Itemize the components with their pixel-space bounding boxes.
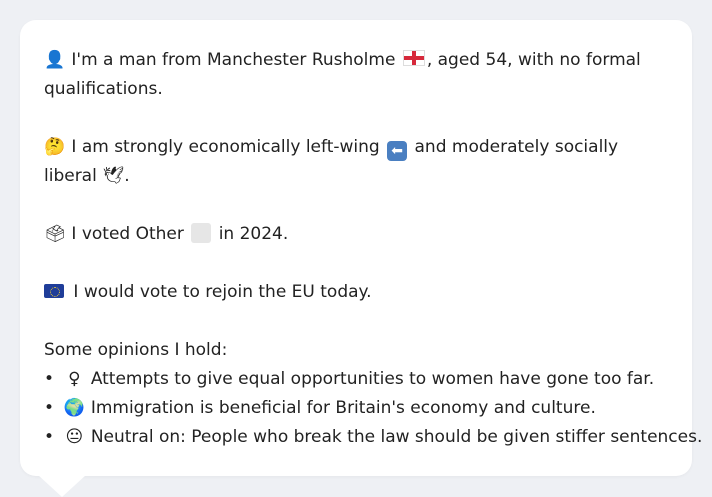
party-color-square-icon xyxy=(191,223,212,243)
opinions-heading: Some opinions I hold: xyxy=(44,340,228,360)
politics-text-middle: and moderately socially liberal xyxy=(44,137,619,186)
female-sign-icon: ♀ xyxy=(68,369,81,389)
globe-icon: 🌍 xyxy=(63,398,85,418)
opinion-text: Neutral on: People who break the law sho… xyxy=(90,427,703,447)
bullet-icon: • xyxy=(44,369,55,389)
england-flag-icon xyxy=(402,50,425,66)
opinions-list: • ♀ Attempts to give equal opportunities… xyxy=(44,365,702,452)
politics-text-prefix: I am strongly economically left-wing xyxy=(71,137,380,157)
eu-flag-icon xyxy=(44,284,64,298)
list-item: • 😐 Neutral on: People who break the law… xyxy=(44,423,702,452)
list-item: • 🌍 Immigration is beneficial for Britai… xyxy=(44,394,672,423)
profile-identity: 👤 I'm a man from Manchester Rusholme , a… xyxy=(44,46,672,104)
list-item: • ♀ Attempts to give equal opportunities… xyxy=(44,365,672,394)
ballot-box-icon: 🗳 xyxy=(44,224,66,244)
bullet-icon: • xyxy=(44,427,55,447)
profile-politics: 🤔 I am strongly economically left-wing ⬅… xyxy=(44,133,672,191)
speech-bubble-tail xyxy=(38,475,86,497)
identity-text-prefix: I'm a man from Manchester Rusholme xyxy=(71,50,396,70)
opinion-text: Immigration is beneficial for Britain's … xyxy=(90,398,596,418)
person-icon: 👤 xyxy=(44,50,66,70)
identity-text-suffix: , aged 54, with no formal qualifications… xyxy=(44,50,641,99)
profile-card: 👤 I'm a man from Manchester Rusholme , a… xyxy=(20,20,702,476)
politics-text-end: . xyxy=(124,166,130,186)
opinion-text: Attempts to give equal opportunities to … xyxy=(90,369,655,389)
profile-eu: I would vote to rejoin the EU today. xyxy=(44,278,672,307)
bullet-icon: • xyxy=(44,398,55,418)
eu-text: I would vote to rejoin the EU today. xyxy=(73,282,372,302)
dove-icon: 🕊 xyxy=(102,166,125,186)
left-arrow-icon: ⬅ xyxy=(387,141,408,161)
profile-vote: 🗳 I voted Other in 2024. xyxy=(44,220,672,249)
neutral-face-icon: 😐 xyxy=(65,427,84,447)
vote-text-prefix: I voted Other xyxy=(71,224,184,244)
thinking-face-icon: 🤔 xyxy=(44,137,66,157)
vote-text-suffix: in 2024. xyxy=(218,224,289,244)
